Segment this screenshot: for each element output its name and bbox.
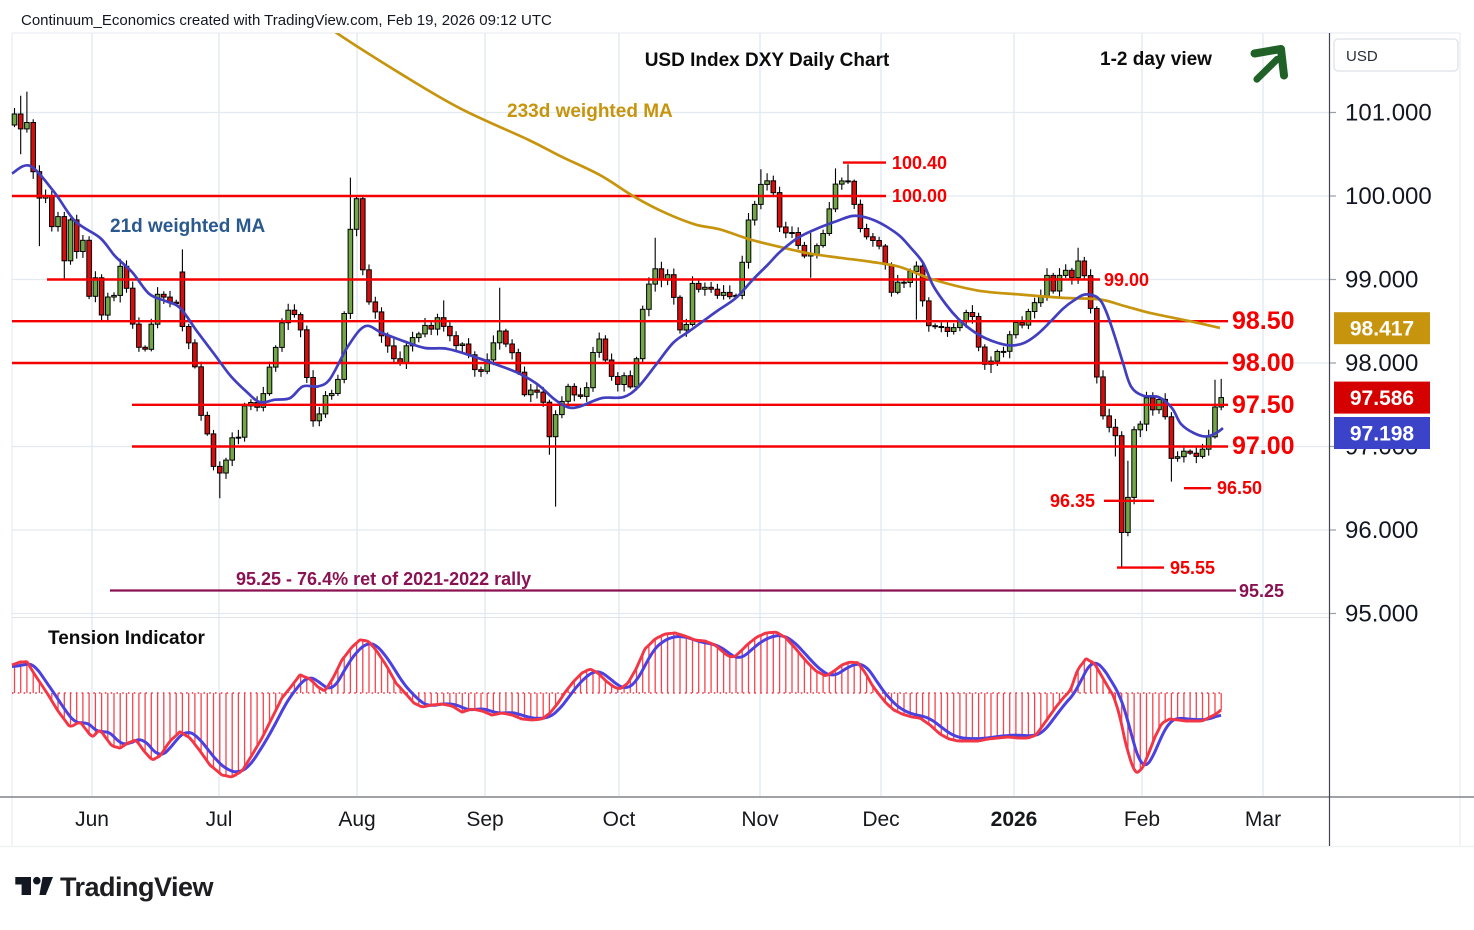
svg-text:USD: USD bbox=[1346, 48, 1378, 65]
svg-text:TradingView: TradingView bbox=[60, 872, 215, 902]
svg-text:Continuum_Economics created wi: Continuum_Economics created with Trading… bbox=[21, 12, 552, 29]
svg-text:Sep: Sep bbox=[466, 808, 503, 831]
svg-text:100.40: 100.40 bbox=[892, 153, 947, 173]
svg-text:97.00: 97.00 bbox=[1232, 432, 1295, 460]
svg-text:Tension Indicator: Tension Indicator bbox=[48, 628, 206, 649]
svg-text:Jul: Jul bbox=[206, 808, 233, 831]
svg-text:95.55: 95.55 bbox=[1170, 558, 1215, 578]
svg-text:95.000: 95.000 bbox=[1345, 601, 1418, 628]
svg-text:Nov: Nov bbox=[741, 808, 779, 831]
svg-text:233d weighted MA: 233d weighted MA bbox=[507, 101, 673, 122]
svg-text:97.198: 97.198 bbox=[1350, 423, 1415, 446]
svg-text:96.000: 96.000 bbox=[1345, 517, 1418, 544]
svg-text:95.25 - 76.4% ret of 2021-2022: 95.25 - 76.4% ret of 2021-2022 rally bbox=[236, 569, 531, 589]
svg-text:97.50: 97.50 bbox=[1232, 391, 1295, 419]
svg-text:98.000: 98.000 bbox=[1345, 350, 1418, 377]
svg-text:95.25: 95.25 bbox=[1239, 581, 1284, 601]
svg-text:96.35: 96.35 bbox=[1050, 491, 1095, 511]
svg-text:98.417: 98.417 bbox=[1350, 318, 1414, 341]
svg-text:Jun: Jun bbox=[75, 808, 109, 831]
svg-text:101.000: 101.000 bbox=[1345, 100, 1432, 127]
svg-text:Oct: Oct bbox=[603, 808, 636, 831]
svg-text:98.00: 98.00 bbox=[1232, 349, 1295, 377]
svg-text:Mar: Mar bbox=[1245, 808, 1281, 831]
svg-text:100.00: 100.00 bbox=[892, 186, 947, 206]
svg-text:99.000: 99.000 bbox=[1345, 267, 1418, 294]
svg-text:Aug: Aug bbox=[338, 808, 375, 831]
svg-text:2026: 2026 bbox=[991, 808, 1038, 831]
svg-text:Dec: Dec bbox=[862, 808, 899, 831]
svg-text:97.586: 97.586 bbox=[1350, 387, 1414, 410]
svg-text:99.00: 99.00 bbox=[1104, 270, 1149, 290]
svg-text:96.50: 96.50 bbox=[1217, 478, 1262, 498]
svg-text:21d weighted MA: 21d weighted MA bbox=[110, 216, 265, 237]
svg-text:98.50: 98.50 bbox=[1232, 307, 1295, 335]
svg-text:Feb: Feb bbox=[1124, 808, 1160, 831]
svg-text:100.000: 100.000 bbox=[1345, 183, 1432, 210]
svg-text:USD Index DXY Daily Chart: USD Index DXY Daily Chart bbox=[645, 50, 890, 71]
svg-text:1-2 day view: 1-2 day view bbox=[1100, 49, 1212, 70]
